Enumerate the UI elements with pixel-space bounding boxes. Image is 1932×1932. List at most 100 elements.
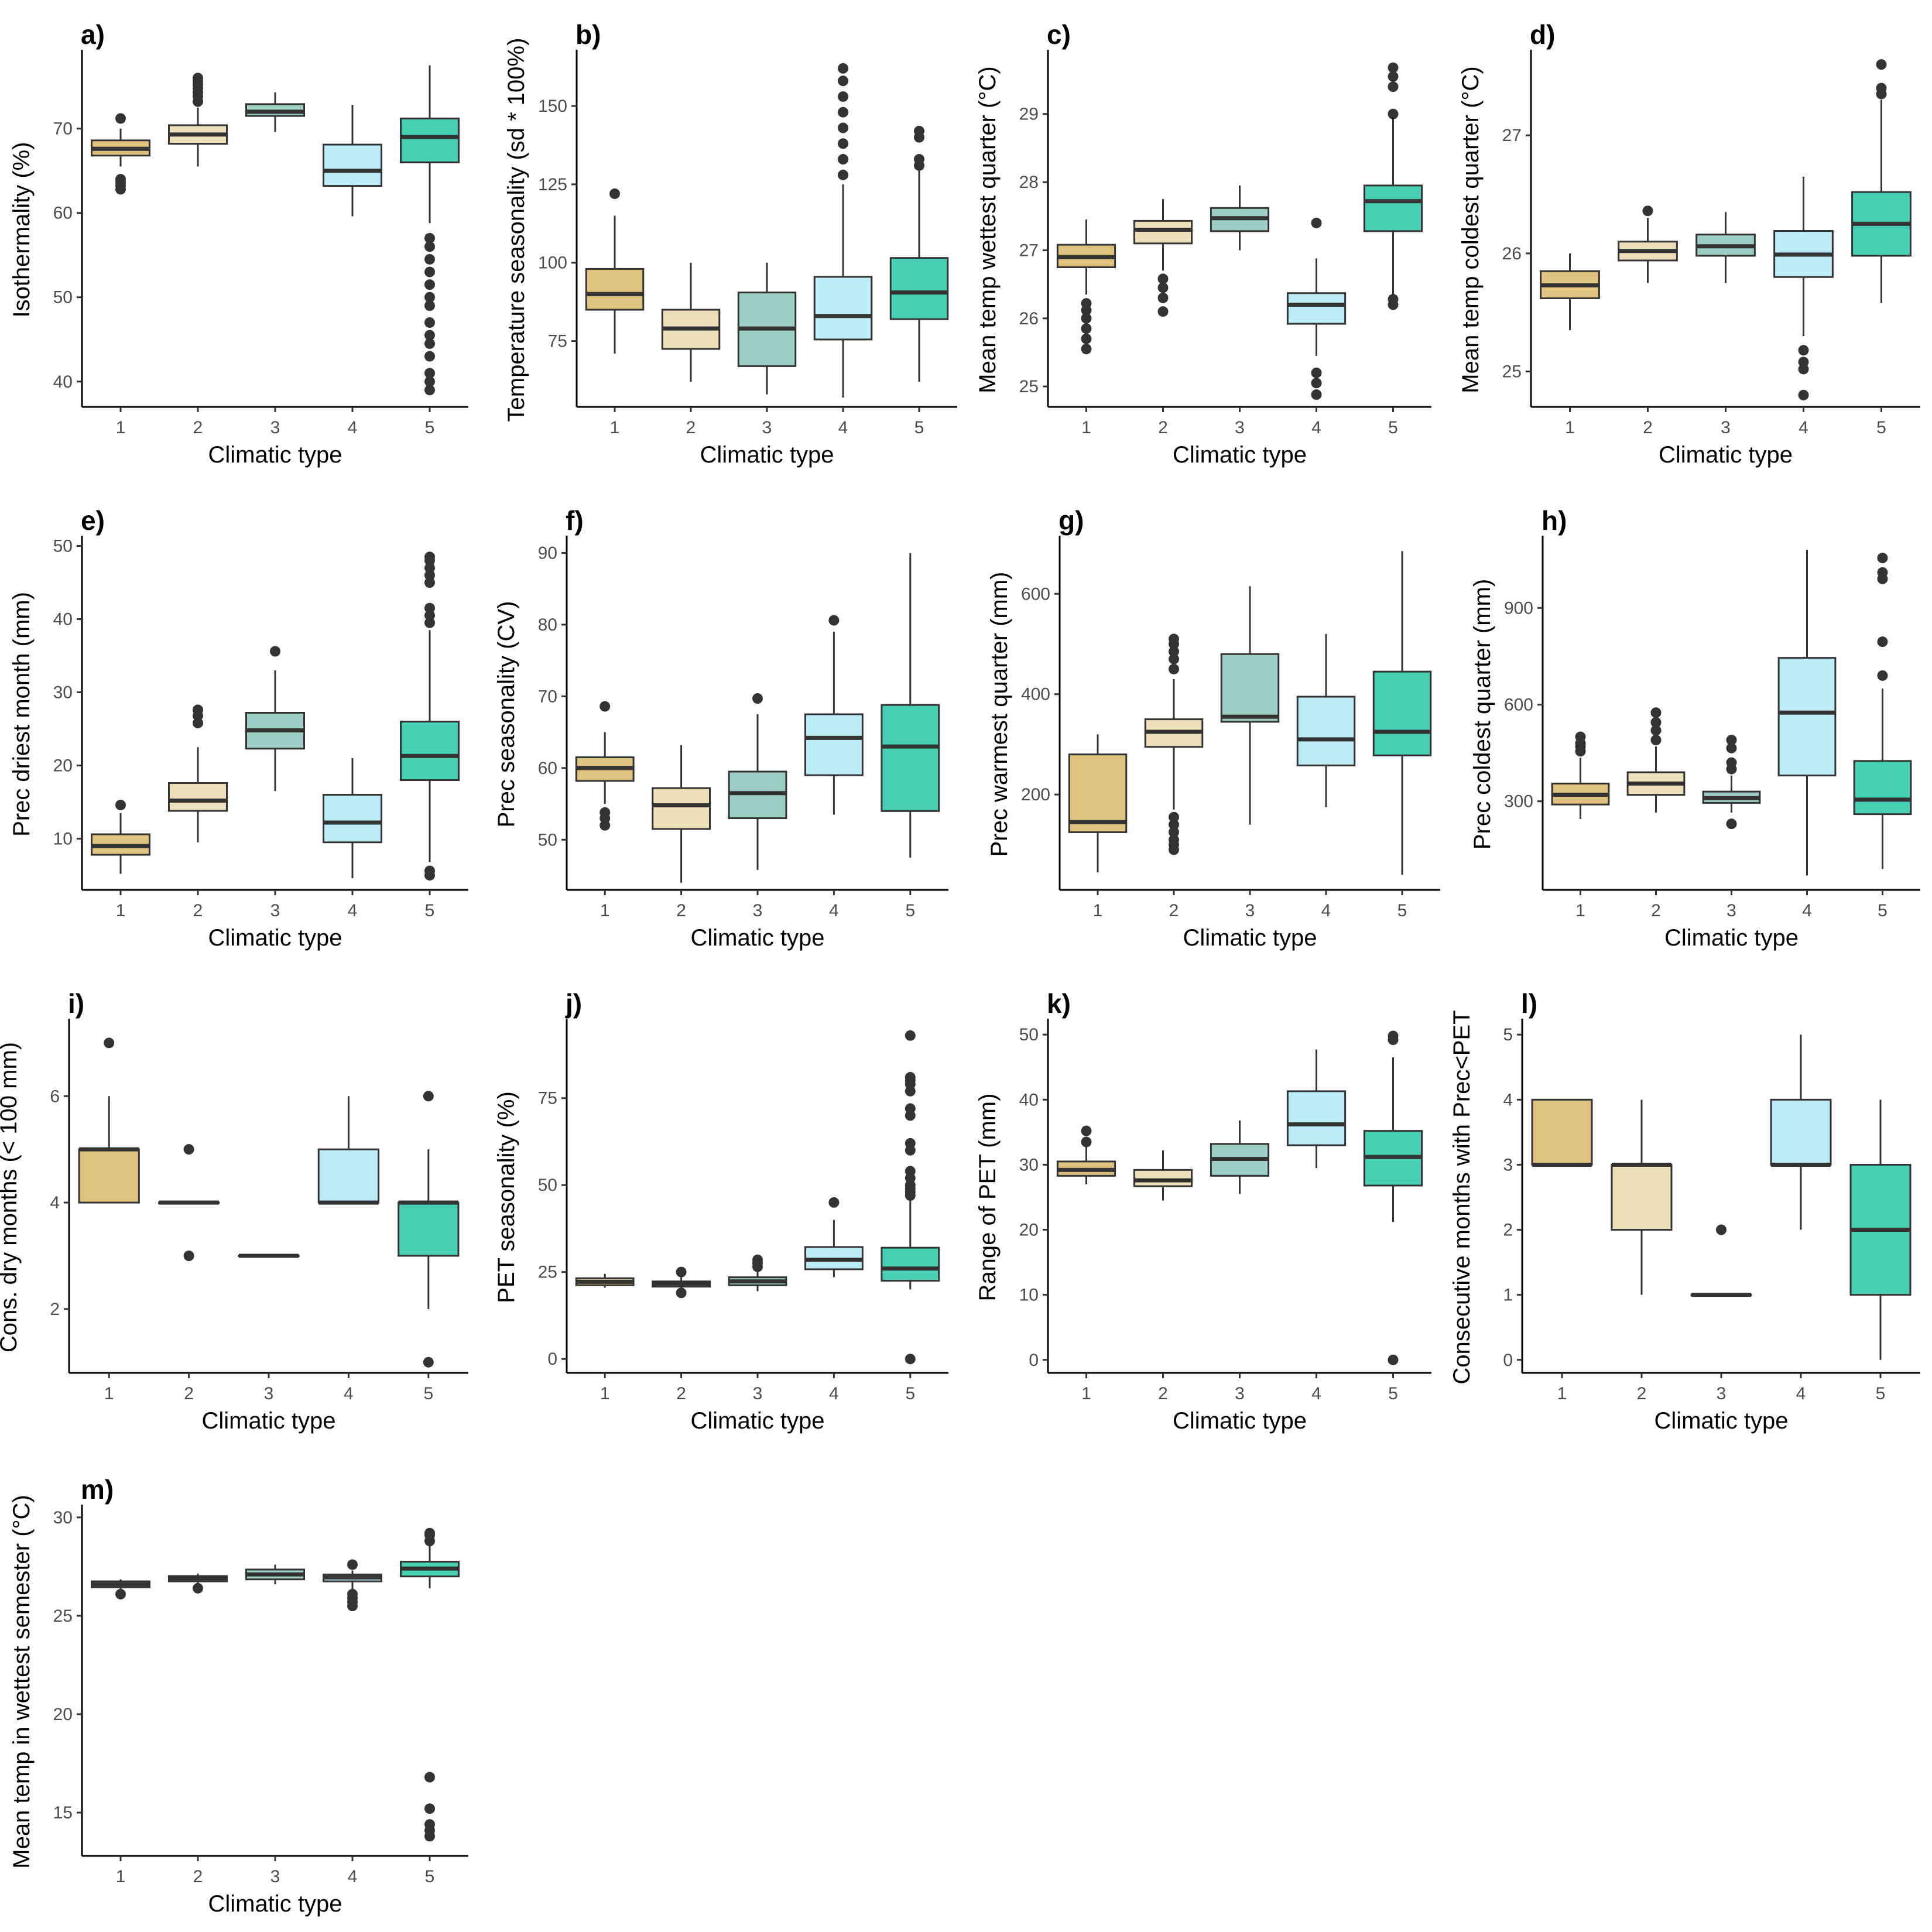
x-tick-label: 3 bbox=[270, 1867, 280, 1886]
x-axis-title: Climatic type bbox=[1664, 925, 1799, 951]
outlier-point bbox=[838, 122, 848, 133]
y-tick-label: 6 bbox=[50, 1087, 60, 1106]
panel-label: c) bbox=[1047, 19, 1071, 50]
y-tick-label: 25 bbox=[538, 1263, 557, 1282]
outlier-point bbox=[424, 241, 435, 252]
box-group-2 bbox=[168, 73, 228, 167]
y-tick-label: 60 bbox=[538, 759, 557, 778]
outlier-point bbox=[1726, 742, 1737, 753]
iqr-box bbox=[1363, 184, 1423, 232]
iqr-box bbox=[1853, 760, 1912, 816]
outlier-point bbox=[1081, 1125, 1092, 1136]
y-tick-label: 300 bbox=[1504, 792, 1533, 811]
outlier-point bbox=[424, 338, 435, 349]
outlier-point bbox=[1388, 108, 1399, 119]
y-axis-title: Mean temp wettest quarter (°C) bbox=[975, 66, 1001, 393]
outlier-point bbox=[1877, 636, 1888, 648]
box-group-5 bbox=[1851, 59, 1912, 303]
x-axis-title: Climatic type bbox=[1183, 925, 1317, 951]
iqr-box bbox=[1286, 1090, 1347, 1146]
outlier-point bbox=[193, 704, 203, 715]
outlier-point bbox=[1081, 1136, 1092, 1147]
box-group-3 bbox=[728, 693, 787, 870]
iqr-box bbox=[881, 704, 940, 812]
iqr-box bbox=[1068, 753, 1128, 833]
outlier-point bbox=[1877, 567, 1888, 578]
outlier-point bbox=[1081, 298, 1092, 309]
outlier-point bbox=[1081, 313, 1092, 324]
iqr-box bbox=[317, 1148, 380, 1204]
box-group-5 bbox=[1363, 1030, 1423, 1365]
iqr-box bbox=[1133, 220, 1193, 245]
box-group-2 bbox=[1133, 1150, 1193, 1201]
x-tick-label: 5 bbox=[1388, 1384, 1398, 1403]
x-axis-title: Climatic type bbox=[1659, 442, 1793, 468]
iqr-box bbox=[881, 1246, 940, 1282]
y-axis-title: Mean temp coldest quarter (°C) bbox=[1458, 66, 1484, 393]
y-tick-label: 600 bbox=[1504, 695, 1533, 714]
outlier-point bbox=[1726, 757, 1737, 768]
outlier-point bbox=[1311, 378, 1322, 389]
iqr-box bbox=[1372, 670, 1432, 756]
iqr-box bbox=[652, 787, 711, 830]
y-tick-label: 50 bbox=[53, 537, 73, 556]
box-group-2 bbox=[1133, 199, 1193, 317]
x-tick-label: 2 bbox=[1637, 1384, 1647, 1403]
outlier-point bbox=[424, 376, 435, 387]
y-axis-title: PET seasonality (%) bbox=[494, 1091, 519, 1303]
outlier-point bbox=[676, 1287, 687, 1299]
x-tick-label: 2 bbox=[676, 1384, 686, 1403]
outlier-point bbox=[424, 563, 435, 573]
outlier-point bbox=[424, 351, 435, 362]
outlier-point bbox=[1876, 83, 1887, 94]
outlier-point bbox=[1157, 282, 1169, 293]
x-tick-label: 3 bbox=[1717, 1384, 1727, 1403]
y-axis-title: Temperature seasonality (sd * 100%) bbox=[503, 38, 529, 422]
box-group-3 bbox=[1702, 735, 1761, 830]
panel-b: b) 75 100 125 150 1 2 3 4 5 Climatic type Temperatu… bbox=[503, 19, 957, 468]
outlier-point bbox=[104, 1037, 115, 1049]
iqr-box bbox=[398, 1201, 460, 1257]
outlier-point bbox=[424, 385, 435, 396]
y-tick-label: 0 bbox=[1029, 1351, 1039, 1370]
iqr-box bbox=[1531, 1098, 1593, 1166]
y-tick-label: 25 bbox=[53, 1606, 73, 1626]
outlier-point bbox=[1169, 653, 1179, 664]
outlier-point bbox=[1169, 819, 1179, 830]
outlier-point bbox=[1388, 294, 1399, 305]
outlier-point bbox=[1726, 818, 1737, 830]
panel-e: e) 10 20 30 40 50 1 2 3 4 5 Climatic type Prec dries… bbox=[9, 505, 468, 951]
outlier-point bbox=[1169, 827, 1179, 838]
outlier-point bbox=[905, 1354, 916, 1365]
panel-a: a) 40 50 60 70 1 2 3 4 5 Climatic type Isothermalit… bbox=[9, 19, 468, 468]
box-group-5 bbox=[881, 1030, 940, 1365]
x-tick-label: 2 bbox=[1651, 901, 1661, 920]
x-tick-label: 2 bbox=[686, 418, 696, 437]
y-tick-label: 27 bbox=[1502, 126, 1522, 145]
x-tick-label: 2 bbox=[1169, 901, 1179, 920]
box-group-2 bbox=[1626, 707, 1686, 813]
iqr-box bbox=[804, 713, 864, 776]
outlier-point bbox=[609, 188, 620, 199]
x-tick-label: 4 bbox=[1311, 1384, 1321, 1403]
box-group-1 bbox=[78, 1037, 140, 1204]
box-group-4 bbox=[804, 615, 864, 815]
y-tick-label: 75 bbox=[548, 332, 567, 351]
box-group-3 bbox=[1220, 586, 1280, 825]
x-tick-label: 2 bbox=[193, 1867, 203, 1886]
y-tick-label: 70 bbox=[538, 687, 557, 706]
x-axis-title: Climatic type bbox=[700, 442, 834, 468]
iqr-box bbox=[323, 143, 382, 187]
y-axis-title: Prec warmest quarter (mm) bbox=[986, 572, 1012, 857]
outlier-point bbox=[838, 107, 848, 118]
iqr-box bbox=[400, 117, 460, 163]
y-tick-label: 30 bbox=[1019, 1155, 1039, 1174]
outlier-point bbox=[1877, 670, 1888, 681]
outlier-point bbox=[115, 174, 126, 185]
outlier-point bbox=[676, 1266, 687, 1277]
outlier-point bbox=[905, 1138, 916, 1149]
x-tick-label: 4 bbox=[829, 901, 839, 920]
outlier-point bbox=[1311, 367, 1322, 378]
x-tick-label: 4 bbox=[829, 1384, 839, 1403]
x-tick-label: 2 bbox=[193, 901, 203, 920]
